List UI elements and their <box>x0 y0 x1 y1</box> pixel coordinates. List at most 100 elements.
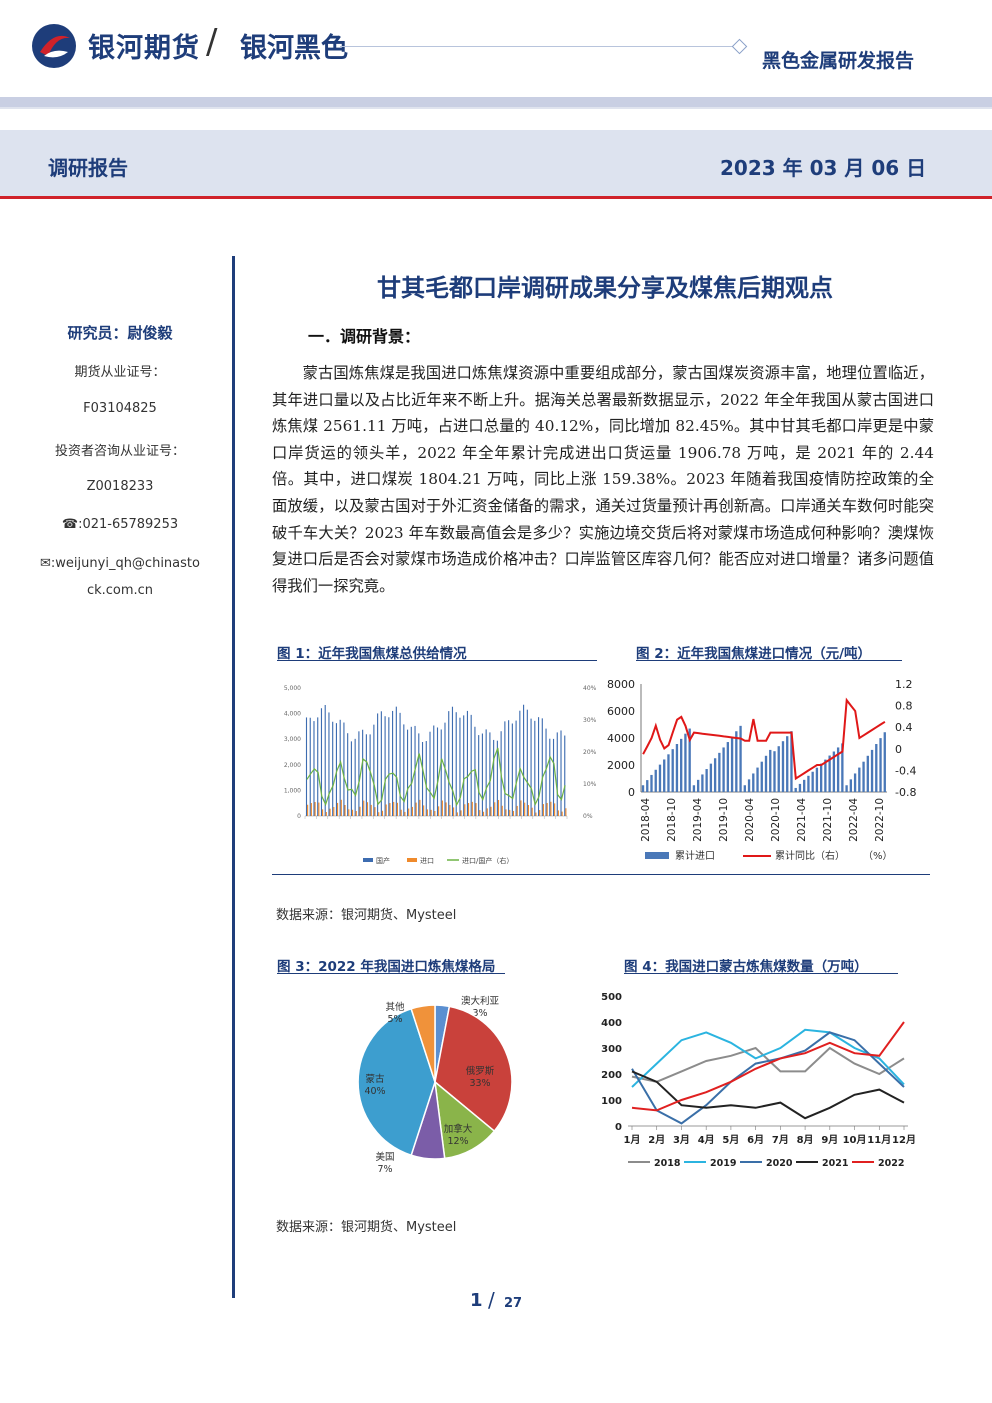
bar-domestic <box>496 740 498 816</box>
y-tick-label: 4000 <box>607 732 635 745</box>
y-tick-label: 6000 <box>607 705 635 718</box>
bar-import <box>460 810 462 816</box>
figure-4-caption-rule <box>624 973 898 974</box>
bar-domestic <box>534 720 536 816</box>
bar-domestic <box>403 724 405 816</box>
bar-cum-import <box>688 728 691 792</box>
bar-import <box>366 802 369 816</box>
y-tick-label-right: 0 <box>895 743 902 756</box>
section-heading: 一．调研背景： <box>308 327 421 346</box>
y-tick-label-right: 40% <box>583 685 597 692</box>
bar-import <box>464 804 466 816</box>
bar-domestic <box>519 710 521 816</box>
bar-import <box>307 804 309 816</box>
bar-cum-import <box>709 763 713 792</box>
bar-import <box>557 810 559 816</box>
advisor-number: Z0018233 <box>86 479 154 494</box>
bar-import <box>430 809 432 816</box>
bar-cum-import <box>718 752 721 792</box>
legend-domestic: 国产 <box>376 856 390 865</box>
x-tick-label: 5月 <box>722 1134 739 1146</box>
bar-import <box>494 802 496 816</box>
bar-cum-import <box>866 755 869 792</box>
bar-cum-import <box>769 749 772 792</box>
license-number: F03104825 <box>83 401 157 416</box>
pie-percent: 3% <box>472 1008 487 1019</box>
bar-import <box>453 807 455 816</box>
figure-1-left-axis: 5,000 4,000 3,000 2,000 1,000 0 <box>284 685 567 820</box>
legend-label: 2020 <box>766 1158 793 1169</box>
bar-cum-import <box>675 744 679 792</box>
bar-domestic <box>343 722 345 816</box>
y-tick-label: 500 <box>601 992 622 1003</box>
legend-label: 2021 <box>822 1158 848 1169</box>
legend-ratio: 进口/国产（右） <box>462 856 513 865</box>
bar-cum-import <box>853 773 857 792</box>
bar-cum-import <box>684 733 687 792</box>
bar-domestic <box>515 720 517 816</box>
x-tick-label: 2018-10 <box>666 798 678 842</box>
email-line-1[interactable]: ✉:weijunyi_qh@chinasto <box>40 556 200 571</box>
bar-cum-import <box>781 741 785 792</box>
pie-label: 蒙古 <box>365 1073 385 1085</box>
bar-cum-import <box>713 758 717 792</box>
bar-import <box>344 805 346 816</box>
bar-cum-import <box>819 763 823 792</box>
bar-cum-import <box>692 785 696 792</box>
pie-slice <box>410 1004 436 1083</box>
bar-domestic <box>305 717 308 816</box>
page-slash: / <box>488 1288 495 1312</box>
bar-domestic <box>380 711 382 816</box>
bar-domestic <box>365 734 367 816</box>
pie-label: 澳大利亚 <box>461 995 500 1007</box>
bar-domestic <box>388 717 390 816</box>
bar-import <box>400 809 402 816</box>
pie-percent: 7% <box>377 1164 392 1175</box>
bar-domestic <box>358 731 360 816</box>
bar-domestic <box>556 732 558 816</box>
data-source-1: 数据来源：银河期货、Mysteel <box>276 908 457 923</box>
bar-cum-import <box>641 785 645 792</box>
bar-domestic <box>328 712 330 816</box>
x-tick-label: 2019-04 <box>692 798 704 842</box>
bar-import <box>415 802 417 816</box>
figure-2-caption: 图 2：近年我国焦煤进口情况（元/吨） <box>636 646 872 662</box>
series-line-2020 <box>631 1031 905 1125</box>
bar-cum-import <box>879 738 882 792</box>
bar-cum-import <box>807 775 810 792</box>
bar-cum-import <box>705 769 708 792</box>
brand-name: 银河期货 <box>88 33 200 64</box>
bar-import <box>535 812 537 816</box>
bar-domestic <box>523 704 525 816</box>
bar-import <box>449 804 451 816</box>
y-tick-label-right: 0% <box>583 813 593 820</box>
x-tick-label: 12月 <box>892 1134 916 1146</box>
bar-cum-import <box>845 785 848 792</box>
figure-1-caption-rule <box>277 660 597 661</box>
legend-unit: （%） <box>863 850 893 862</box>
bar-cum-import <box>654 769 657 792</box>
bar-domestic <box>560 730 562 816</box>
researcher-name: 研究员：尉俊毅 <box>67 324 173 342</box>
bar-cum-import <box>862 761 865 792</box>
bar-cum-import <box>858 767 861 792</box>
bar-domestic <box>433 725 435 816</box>
bar-import <box>501 805 503 816</box>
y-tick-label: 4,000 <box>284 711 301 718</box>
header-separator <box>0 97 992 107</box>
bar-import <box>355 811 357 816</box>
figure-2-caption-rule <box>636 660 902 661</box>
figure-1-chart: 5,000 4,000 3,000 2,000 1,000 0 40% 30% 20% 10% 0… <box>284 685 597 865</box>
bar-import <box>471 801 473 816</box>
y-tick-label: 5,000 <box>284 685 301 692</box>
bar-import <box>479 810 481 816</box>
bar-cum-import <box>701 774 704 792</box>
bar-import <box>329 808 331 816</box>
header <box>0 0 992 100</box>
email-line-2[interactable]: ck.com.cn <box>86 583 154 598</box>
bar-cum-import <box>663 759 666 792</box>
bar-cum-import <box>726 742 730 792</box>
bar-domestic <box>541 718 543 816</box>
